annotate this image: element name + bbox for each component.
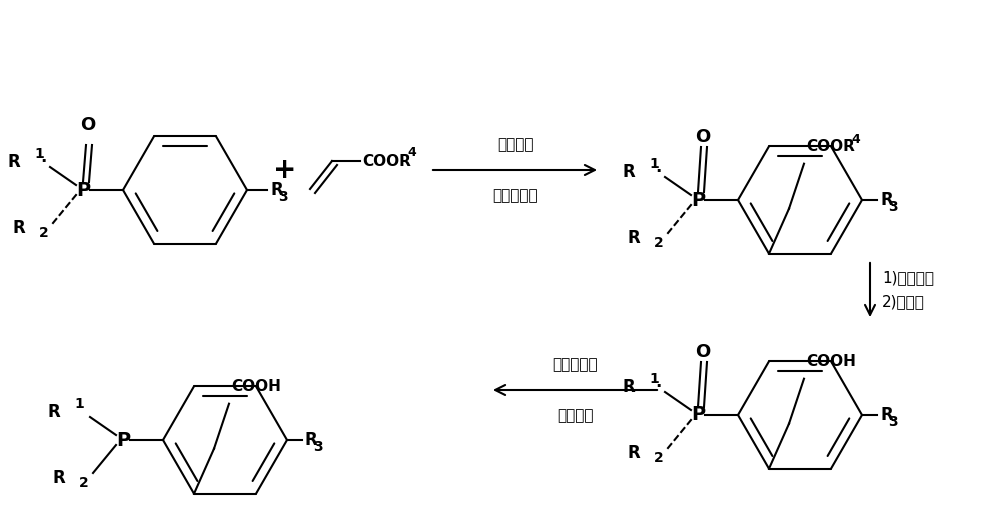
Text: 1: 1: [649, 157, 659, 171]
Text: 1)氢氧化鉡: 1)氢氧化鉡: [882, 270, 934, 286]
Text: 3: 3: [313, 440, 323, 454]
Text: 4: 4: [851, 132, 860, 146]
Text: R: R: [47, 403, 60, 421]
Text: 4: 4: [407, 146, 416, 160]
Text: R: R: [7, 153, 20, 171]
Text: COOH: COOH: [231, 379, 281, 394]
Text: R: R: [305, 431, 318, 449]
Text: 1: 1: [649, 372, 659, 386]
Text: ·: ·: [655, 163, 661, 181]
Text: R: R: [12, 219, 25, 237]
Text: ·: ·: [40, 153, 46, 171]
Text: P: P: [691, 405, 705, 425]
Text: 3: 3: [888, 200, 898, 214]
Text: ·: ·: [655, 378, 661, 396]
Text: 2: 2: [39, 226, 49, 240]
Text: O: O: [80, 116, 96, 134]
Text: 苯基硅烷: 苯基硅烷: [557, 408, 593, 423]
Text: R: R: [622, 378, 635, 396]
Text: O: O: [695, 343, 711, 361]
Text: 2: 2: [654, 236, 664, 250]
Text: R: R: [52, 469, 65, 487]
Text: 三氟甲磺酸: 三氟甲磺酸: [552, 357, 598, 372]
Text: 2)稀盐酸: 2)稀盐酸: [882, 295, 925, 310]
Text: 六氟锄酸銀: 六氟锄酸銀: [492, 188, 538, 203]
Text: P: P: [76, 180, 90, 200]
Text: +: +: [273, 156, 297, 184]
Text: P: P: [116, 430, 130, 450]
Text: R: R: [627, 444, 640, 462]
Text: 1: 1: [34, 147, 44, 161]
Text: 1: 1: [74, 397, 84, 411]
Text: P: P: [691, 190, 705, 210]
Text: O: O: [695, 128, 711, 146]
Text: 2: 2: [79, 476, 89, 490]
Text: R: R: [880, 191, 893, 209]
Text: 3: 3: [278, 190, 288, 204]
Text: COOR: COOR: [806, 139, 855, 154]
Text: COOH: COOH: [806, 354, 856, 369]
Text: 2: 2: [654, 451, 664, 465]
Text: 钓异化剂: 钓异化剂: [497, 137, 533, 152]
Text: R: R: [880, 406, 893, 424]
Text: COOR: COOR: [362, 154, 411, 169]
Text: R: R: [622, 163, 635, 181]
Text: 3: 3: [888, 415, 898, 429]
Text: R: R: [627, 229, 640, 247]
Text: R: R: [270, 181, 283, 199]
